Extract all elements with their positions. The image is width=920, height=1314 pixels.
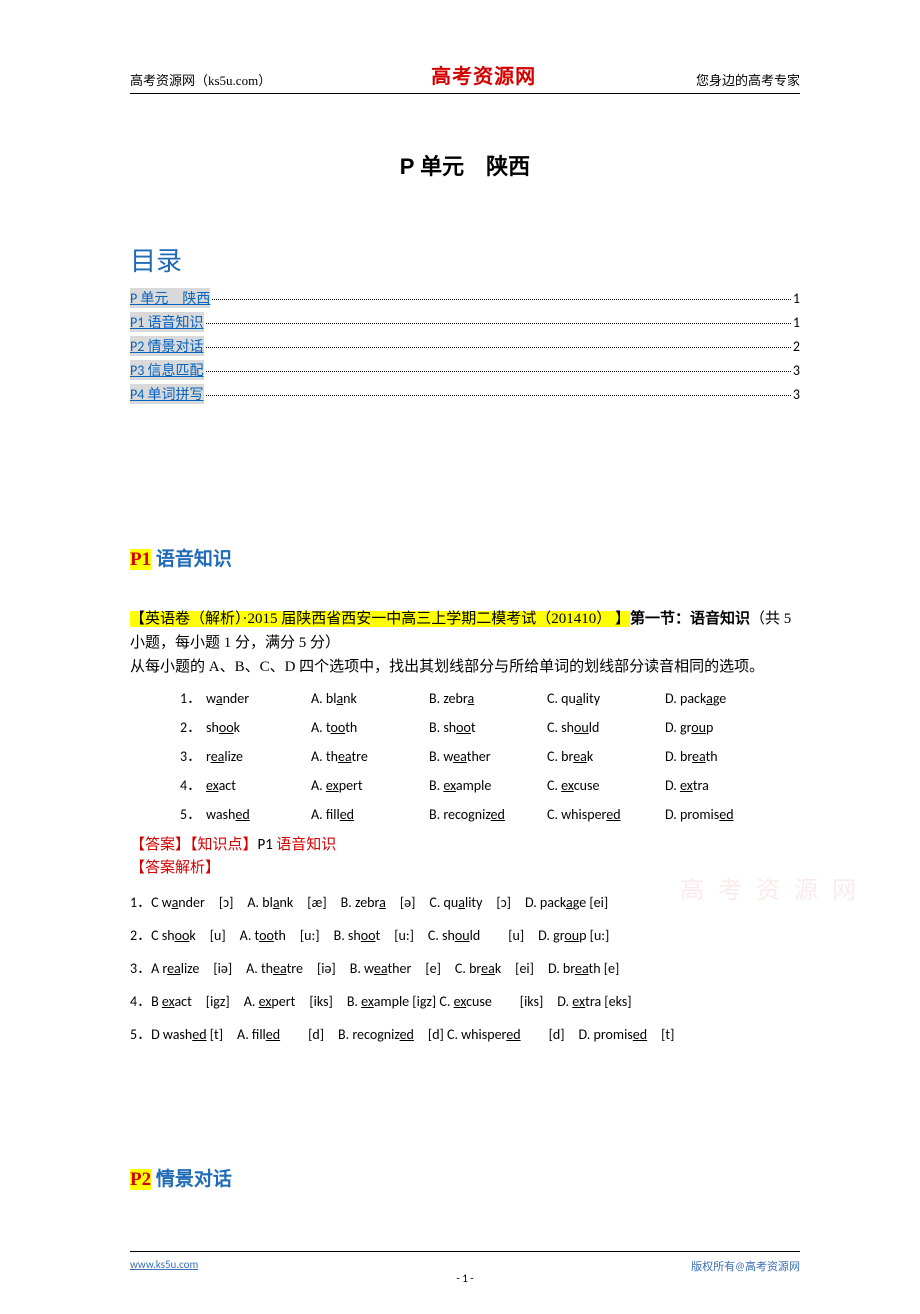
main-title: P 单元 陕西 <box>130 149 800 181</box>
section-prefix: P1 <box>130 549 151 570</box>
question-row: 1．wanderA. blankB. zebraC. qualityD. pac… <box>180 688 800 708</box>
intro-line2: 从每小题的 A、B、C、D 四个选项中，找出其划线部分与所给单词的划线部分读音相… <box>130 655 800 679</box>
toc-page-num: 1 <box>793 290 800 307</box>
toc-heading: 目录 <box>130 241 800 278</box>
page-container: 高考资源网（ks5u.com） 高考资源网 您身边的高考专家 P 单元 陕西 目… <box>0 0 920 1314</box>
question-cell: A. tooth <box>311 719 429 736</box>
question-cell: C. quality <box>547 690 665 707</box>
question-cell: C. should <box>547 719 665 736</box>
footer-page-number: - 1 - <box>456 1272 473 1285</box>
question-cell: C. break <box>547 748 665 765</box>
toc-dots <box>206 371 791 372</box>
question-number: 4． <box>180 775 206 795</box>
question-cell: B. zebra <box>429 690 547 707</box>
toc-page-num: 2 <box>793 338 800 355</box>
question-cell: B. example <box>429 777 547 794</box>
toc-page-num: 3 <box>793 362 800 379</box>
footer-left-link[interactable]: www.ks5u.com <box>130 1258 198 1274</box>
toc-item: P1 语音知识 1 <box>130 312 800 332</box>
explanation-row: 4．B exact [igz] A. expert [iks] B. examp… <box>130 991 800 1011</box>
toc-link-p3[interactable]: P3 信息匹配 <box>130 360 204 380</box>
section-intro: 【英语卷（解析）·2015 届陕西省西安一中高三上学期二模考试（201410） … <box>130 607 800 679</box>
question-cell: B. recognized <box>429 806 547 823</box>
footer-copyright: 版权所有@高考资源网 <box>691 1258 800 1274</box>
answer-line1-red1: 【答案】【知识点】 <box>130 837 258 853</box>
explanation-row: 2．C shook [u] A. tooth [u:] B. shoot [u:… <box>130 925 800 945</box>
section-prefix: P2 <box>130 1169 151 1190</box>
section-title-rest: 情景对话 <box>151 1169 232 1190</box>
answer-line1-red2: 语音知识 <box>276 837 336 853</box>
section-p1-heading: P1 语音知识 <box>130 544 800 571</box>
toc-item: P3 信息匹配 3 <box>130 360 800 380</box>
question-cell: A. expert <box>311 777 429 794</box>
question-cell: D. promised <box>665 806 783 823</box>
intro-highlight: 【英语卷（解析）·2015 届陕西省西安一中高三上学期二模考试（201410） … <box>130 611 630 627</box>
question-cell: washed <box>206 806 311 823</box>
header-center-brand: 高考资源网 <box>431 60 536 89</box>
question-row: 3．realizeA. theatreB. weatherC. breakD. … <box>180 746 800 766</box>
toc-link-p2[interactable]: P2 情景对话 <box>130 336 204 356</box>
explanation-row: 1．C wander [ɔ] A. blank [æ] B. zebra [ə]… <box>130 892 800 912</box>
toc-page-num: 1 <box>793 314 800 331</box>
question-row: 2．shookA. toothB. shootC. shouldD. group <box>180 717 800 737</box>
toc-link-unit[interactable]: P 单元 陕西 <box>130 288 210 308</box>
answer-label-block: 【答案】【知识点】P1 语音知识 【答案解析】 <box>130 834 800 879</box>
question-cell: D. package <box>665 690 783 707</box>
toc-dots <box>206 323 791 324</box>
toc-dots <box>206 395 791 396</box>
page-header: 高考资源网（ks5u.com） 高考资源网 您身边的高考专家 <box>130 60 800 94</box>
question-cell: C. whispered <box>547 806 665 823</box>
question-number: 2． <box>180 717 206 737</box>
question-number: 3． <box>180 746 206 766</box>
question-table: 1．wanderA. blankB. zebraC. qualityD. pac… <box>180 688 800 824</box>
toc-item: P 单元 陕西 1 <box>130 288 800 308</box>
question-number: 1． <box>180 688 206 708</box>
toc-link-p4[interactable]: P4 单词拼写 <box>130 384 204 404</box>
intro-bold: 第一节：语音知识 <box>630 611 750 627</box>
page-footer: www.ks5u.com - 1 - 版权所有@高考资源网 <box>130 1251 800 1274</box>
question-row: 5．washedA. filledB. recognizedC. whisper… <box>180 804 800 824</box>
question-cell: C. excuse <box>547 777 665 794</box>
question-cell: D. extra <box>665 777 783 794</box>
question-cell: B. weather <box>429 748 547 765</box>
header-right-text: 您身边的高考专家 <box>696 70 800 89</box>
section-title-rest: 语音知识 <box>151 549 232 570</box>
question-cell: wander <box>206 690 311 707</box>
section-p2-heading: P2 情景对话 <box>130 1164 800 1191</box>
toc-dots <box>206 347 791 348</box>
question-cell: A. blank <box>311 690 429 707</box>
question-cell: A. theatre <box>311 748 429 765</box>
toc-dots <box>212 299 790 300</box>
question-cell: D. group <box>665 719 783 736</box>
explanation-list: 1．C wander [ɔ] A. blank [æ] B. zebra [ə]… <box>130 892 800 1044</box>
toc-item: P2 情景对话 2 <box>130 336 800 356</box>
toc-page-num: 3 <box>793 386 800 403</box>
answer-line1-black: P1 <box>258 836 277 854</box>
question-cell: D. breath <box>665 748 783 765</box>
question-cell: B. shoot <box>429 719 547 736</box>
toc-item: P4 单词拼写 3 <box>130 384 800 404</box>
explanation-row: 5．D washed [t] A. filled [d] B. recogniz… <box>130 1024 800 1044</box>
header-left-text: 高考资源网（ks5u.com） <box>130 70 271 89</box>
answer-line2: 【答案解析】 <box>130 860 220 876</box>
question-cell: realize <box>206 748 311 765</box>
toc-link-p1[interactable]: P1 语音知识 <box>130 312 204 332</box>
question-cell: shook <box>206 719 311 736</box>
question-number: 5． <box>180 804 206 824</box>
question-cell: A. filled <box>311 806 429 823</box>
question-row: 4．exactA. expertB. exampleC. excuseD. ex… <box>180 775 800 795</box>
question-cell: exact <box>206 777 311 794</box>
explanation-row: 3．A realize [iə] A. theatre [iə] B. weat… <box>130 958 800 978</box>
